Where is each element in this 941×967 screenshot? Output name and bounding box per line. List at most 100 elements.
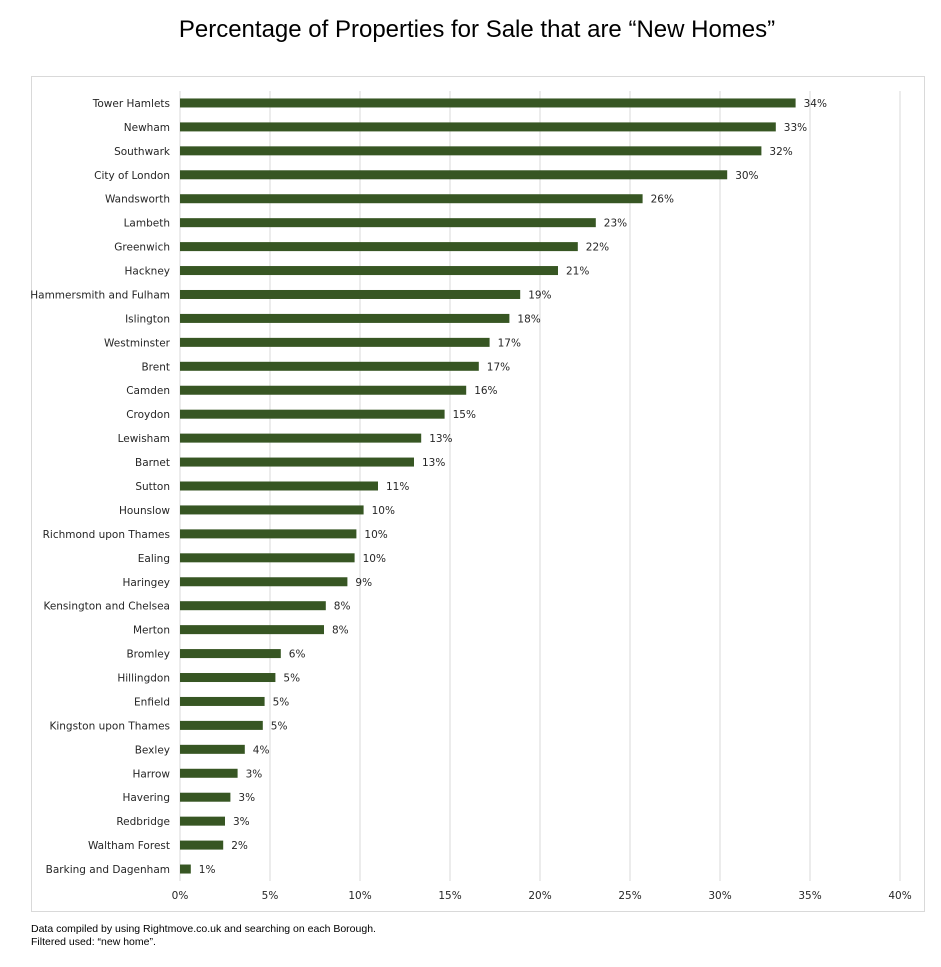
bar (180, 744, 245, 754)
bar (180, 361, 479, 371)
category-label: Barnet (135, 457, 170, 469)
bar (180, 242, 578, 252)
value-label: 3% (233, 816, 250, 828)
bar (180, 673, 276, 683)
value-label: 5% (271, 720, 288, 732)
value-labels: 34% 33% 32% 30% 26% 23% 22% 21% 19% 18% 17% 17% 16% 1… (199, 98, 827, 876)
category-label: Hillingdon (117, 673, 170, 685)
category-label: Havering (122, 792, 170, 804)
bar (180, 649, 281, 659)
bar (180, 816, 225, 826)
bar (180, 840, 224, 850)
x-tick-label: 30% (708, 890, 731, 902)
bar (180, 122, 776, 132)
category-label: Hounslow (119, 505, 170, 517)
category-label: Camden (126, 385, 170, 397)
value-label: 1% (199, 864, 216, 876)
bar (180, 577, 348, 587)
category-label: Waltham Forest (88, 840, 170, 852)
category-label: Sutton (135, 481, 170, 493)
bar (180, 792, 231, 802)
value-label: 21% (566, 266, 589, 278)
bar (180, 720, 263, 730)
x-tick-label: 5% (262, 890, 279, 902)
bar (180, 170, 728, 180)
category-label: Bexley (135, 744, 170, 756)
bar (180, 409, 445, 419)
category-label: Greenwich (114, 242, 170, 254)
x-tick-label: 20% (528, 890, 551, 902)
x-tick-label: 25% (618, 890, 641, 902)
category-label: Hammersmith and Fulham (30, 289, 170, 301)
category-label: Harrow (132, 768, 170, 780)
category-label: Islington (125, 313, 170, 325)
x-tick-label: 15% (438, 890, 461, 902)
bar (180, 194, 643, 204)
value-label: 8% (334, 601, 351, 613)
value-label: 16% (474, 385, 497, 397)
category-label: Redbridge (116, 816, 170, 828)
value-label: 30% (735, 170, 758, 182)
bar (180, 433, 422, 443)
category-label: Bromley (126, 649, 170, 661)
bar (180, 266, 558, 276)
bar (180, 864, 191, 874)
bar (180, 289, 521, 299)
value-label: 10% (363, 553, 386, 565)
bar (180, 146, 762, 156)
value-label: 26% (651, 194, 674, 206)
value-label: 5% (283, 673, 300, 685)
category-label: Newham (124, 122, 170, 134)
category-label: Haringey (122, 577, 170, 589)
category-label: Ealing (138, 553, 170, 565)
value-label: 17% (487, 361, 510, 373)
bar (180, 337, 490, 347)
x-tick-label: 35% (798, 890, 821, 902)
category-label: Westminster (104, 337, 171, 349)
value-label: 5% (273, 696, 290, 708)
chart-title: Percentage of Properties for Sale that a… (178, 16, 776, 43)
x-tick-label: 10% (348, 890, 371, 902)
value-label: 23% (604, 218, 627, 230)
value-label: 10% (372, 505, 395, 517)
value-label: 32% (769, 146, 792, 158)
bar (180, 601, 326, 611)
bar (180, 768, 238, 778)
bar (180, 553, 355, 563)
value-label: 3% (246, 768, 263, 780)
value-label: 11% (386, 481, 409, 493)
category-label: Southwark (114, 146, 171, 158)
x-tick-label: 40% (888, 890, 911, 902)
value-label: 8% (332, 625, 349, 637)
value-label: 33% (784, 122, 807, 134)
x-tick-label: 0% (172, 890, 189, 902)
bar (180, 313, 510, 323)
value-label: 17% (498, 337, 521, 349)
chart-frame (31, 76, 925, 912)
category-label: Wandsworth (105, 194, 170, 206)
footnote-source: Data compiled by using Rightmove.co.uk a… (31, 923, 376, 935)
category-label: Kingston upon Thames (49, 720, 170, 732)
bar (180, 218, 596, 228)
value-label: 19% (528, 289, 551, 301)
x-axis-tick-labels: 0% 5% 10% 15% 20% 25% 30% 35% 40% (172, 890, 912, 902)
bar (180, 457, 414, 467)
value-label: 3% (238, 792, 255, 804)
category-label: Barking and Dagenham (46, 864, 170, 876)
bar (180, 696, 265, 706)
value-label: 10% (364, 529, 387, 541)
footnote-filter: Filtered used: “new home”. (31, 936, 156, 948)
category-label: Kensington and Chelsea (43, 601, 170, 613)
category-label: City of London (94, 170, 170, 182)
value-label: 6% (289, 649, 306, 661)
value-label: 2% (231, 840, 248, 852)
category-label: Richmond upon Thames (43, 529, 170, 541)
category-label: Enfield (134, 696, 170, 708)
bar (180, 385, 467, 395)
category-labels: Tower Hamlets Newham Southwark City of Lond… (30, 98, 171, 876)
value-label: 34% (804, 98, 827, 110)
value-label: 18% (517, 313, 540, 325)
category-label: Merton (133, 625, 170, 637)
value-label: 15% (453, 409, 476, 421)
